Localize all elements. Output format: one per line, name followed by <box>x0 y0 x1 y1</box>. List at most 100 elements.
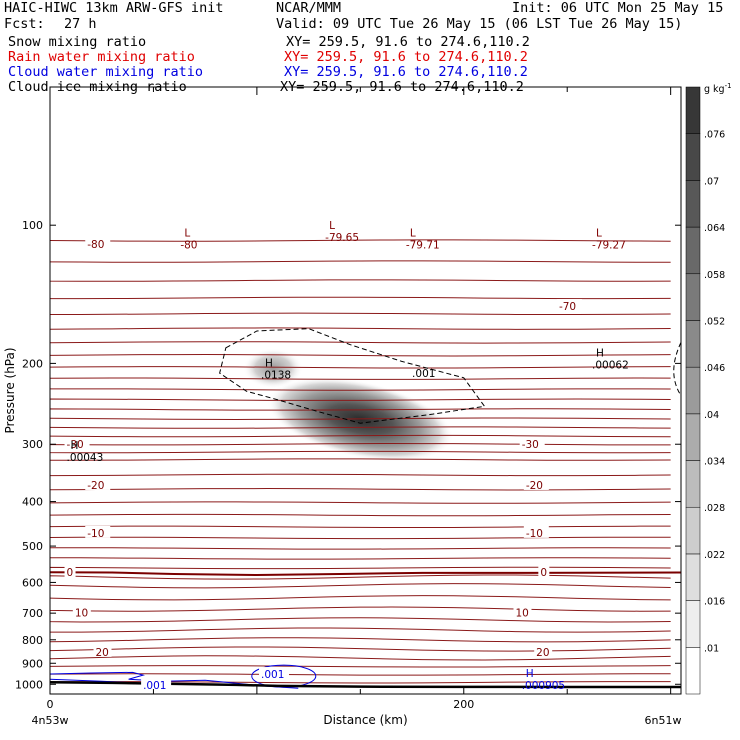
field-xy-snow: XY= 259.5, 91.6 to 274.6,110.2 <box>286 34 530 50</box>
isotherm-label: -30 <box>522 439 539 451</box>
isotherm <box>50 426 671 429</box>
contour-label-bg <box>519 437 545 450</box>
colorbar-box <box>685 180 701 228</box>
colorbar-label: .046 <box>704 363 725 374</box>
isotherm <box>50 327 671 330</box>
isotherm <box>50 239 671 242</box>
colorbar-label: .016 <box>704 597 725 608</box>
field-name-snow: Snow mixing ratio <box>8 34 147 50</box>
extremum-value: -79.27 <box>592 240 626 252</box>
cloud-ice-contour-edge <box>673 342 681 396</box>
colorbar-label: .034 <box>704 457 725 468</box>
isotherm <box>50 665 671 668</box>
contour-label-bg <box>72 605 91 618</box>
colorbar-box <box>685 553 701 601</box>
high-marker: H <box>71 440 79 452</box>
colorbar-box <box>685 86 701 134</box>
low-marker: L <box>329 220 335 232</box>
isotherm <box>50 536 671 540</box>
extremum-value: .000905 <box>522 680 565 692</box>
y-tick-label: 800 <box>22 634 43 647</box>
extremum-value: .00062 <box>592 359 629 371</box>
colorbar-label: .058 <box>704 270 725 281</box>
y-tick-label: 500 <box>22 540 43 553</box>
isotherm <box>50 354 671 357</box>
isotherm-label: 0 <box>540 567 547 579</box>
colorbar-box <box>685 273 701 321</box>
y-tick-label: 100 <box>22 219 43 232</box>
isotherm <box>50 655 671 661</box>
isotherm <box>50 312 671 316</box>
isotherm <box>50 595 671 601</box>
contour-label-bg <box>64 565 76 578</box>
isotherm <box>50 606 671 612</box>
high-marker: H <box>265 357 273 369</box>
isotherm <box>50 557 671 560</box>
isotherm <box>50 617 671 623</box>
extremum-value: -79.71 <box>406 240 440 252</box>
contour-label-bg <box>513 605 532 618</box>
colorbar-label: .076 <box>704 130 725 141</box>
isotherm <box>50 434 671 438</box>
y-tick-label: 200 <box>22 357 43 370</box>
field-xy-rain: XY= 259.5, 91.6 to 274.6,110.2 <box>284 49 528 65</box>
colorbar-units: g kg-1 <box>704 82 732 95</box>
extremum-value: .00043 <box>67 452 104 464</box>
isotherm <box>50 513 671 517</box>
isotherm <box>50 673 671 676</box>
fcst-label: Fcst: <box>4 16 45 32</box>
isotherm <box>50 574 671 580</box>
colorbar-box <box>685 600 701 648</box>
isotherm <box>50 547 671 550</box>
y-tick-label: 600 <box>22 576 43 589</box>
colorbar-label: .01 <box>704 643 719 654</box>
isotherm-zero <box>50 571 681 576</box>
isotherm-label: -20 <box>87 480 104 492</box>
y-tick-label: 900 <box>22 657 43 670</box>
isotherm <box>50 646 671 652</box>
isotherm <box>50 260 671 263</box>
isotherm <box>50 501 671 504</box>
contour-label-bg <box>538 565 550 578</box>
isotherm-label: -20 <box>526 480 543 492</box>
isotherm <box>50 443 671 446</box>
isotherm <box>50 637 671 643</box>
contour-label-bg <box>85 477 111 490</box>
colorbar-box <box>685 506 701 555</box>
extremum-value: .0138 <box>261 369 291 381</box>
cloud-ice-label: .001 <box>412 368 435 380</box>
isotherm <box>50 681 671 684</box>
isotherm-label: 0 <box>67 567 74 579</box>
isotherm-label: 10 <box>515 608 528 620</box>
contour-label-bg <box>85 525 111 538</box>
field-name-cloud-water: Cloud water mixing ratio <box>8 64 204 80</box>
terrain-line <box>50 681 681 689</box>
x-endpoint-left: 4n53w <box>32 714 69 727</box>
snow-mixing-shading <box>267 377 454 462</box>
isotherm <box>50 525 671 529</box>
isotherm <box>50 473 671 477</box>
isotherm-label: -30 <box>67 439 84 451</box>
valid-time: Valid: 09 UTC Tue 26 May 15 (06 LST Tue … <box>276 16 683 32</box>
y-tick-label: 400 <box>22 496 43 509</box>
contour-label-bg <box>93 644 112 657</box>
colorbar-box <box>685 647 701 695</box>
y-axis-title: Pressure (hPa) <box>3 347 17 433</box>
high-marker: H <box>526 668 534 680</box>
isotherm <box>50 377 671 380</box>
isotherm-label: 20 <box>96 647 109 659</box>
colorbar-label: .064 <box>704 223 725 234</box>
isotherm <box>50 583 671 589</box>
field-name-rain: Rain water mixing ratio <box>8 49 195 65</box>
isotherm-label: -80 <box>87 239 104 251</box>
isotherm <box>50 398 671 401</box>
low-marker: L <box>596 228 602 240</box>
colorbar-box <box>685 460 701 508</box>
colorbar-label: .04 <box>704 410 719 421</box>
colorbar-label: .07 <box>704 176 719 187</box>
isotherm-label: 10 <box>75 608 88 620</box>
x-axis-title: Distance (km) <box>323 713 407 727</box>
cloud-ice-contour <box>219 328 486 424</box>
colorbar-box <box>685 413 701 461</box>
